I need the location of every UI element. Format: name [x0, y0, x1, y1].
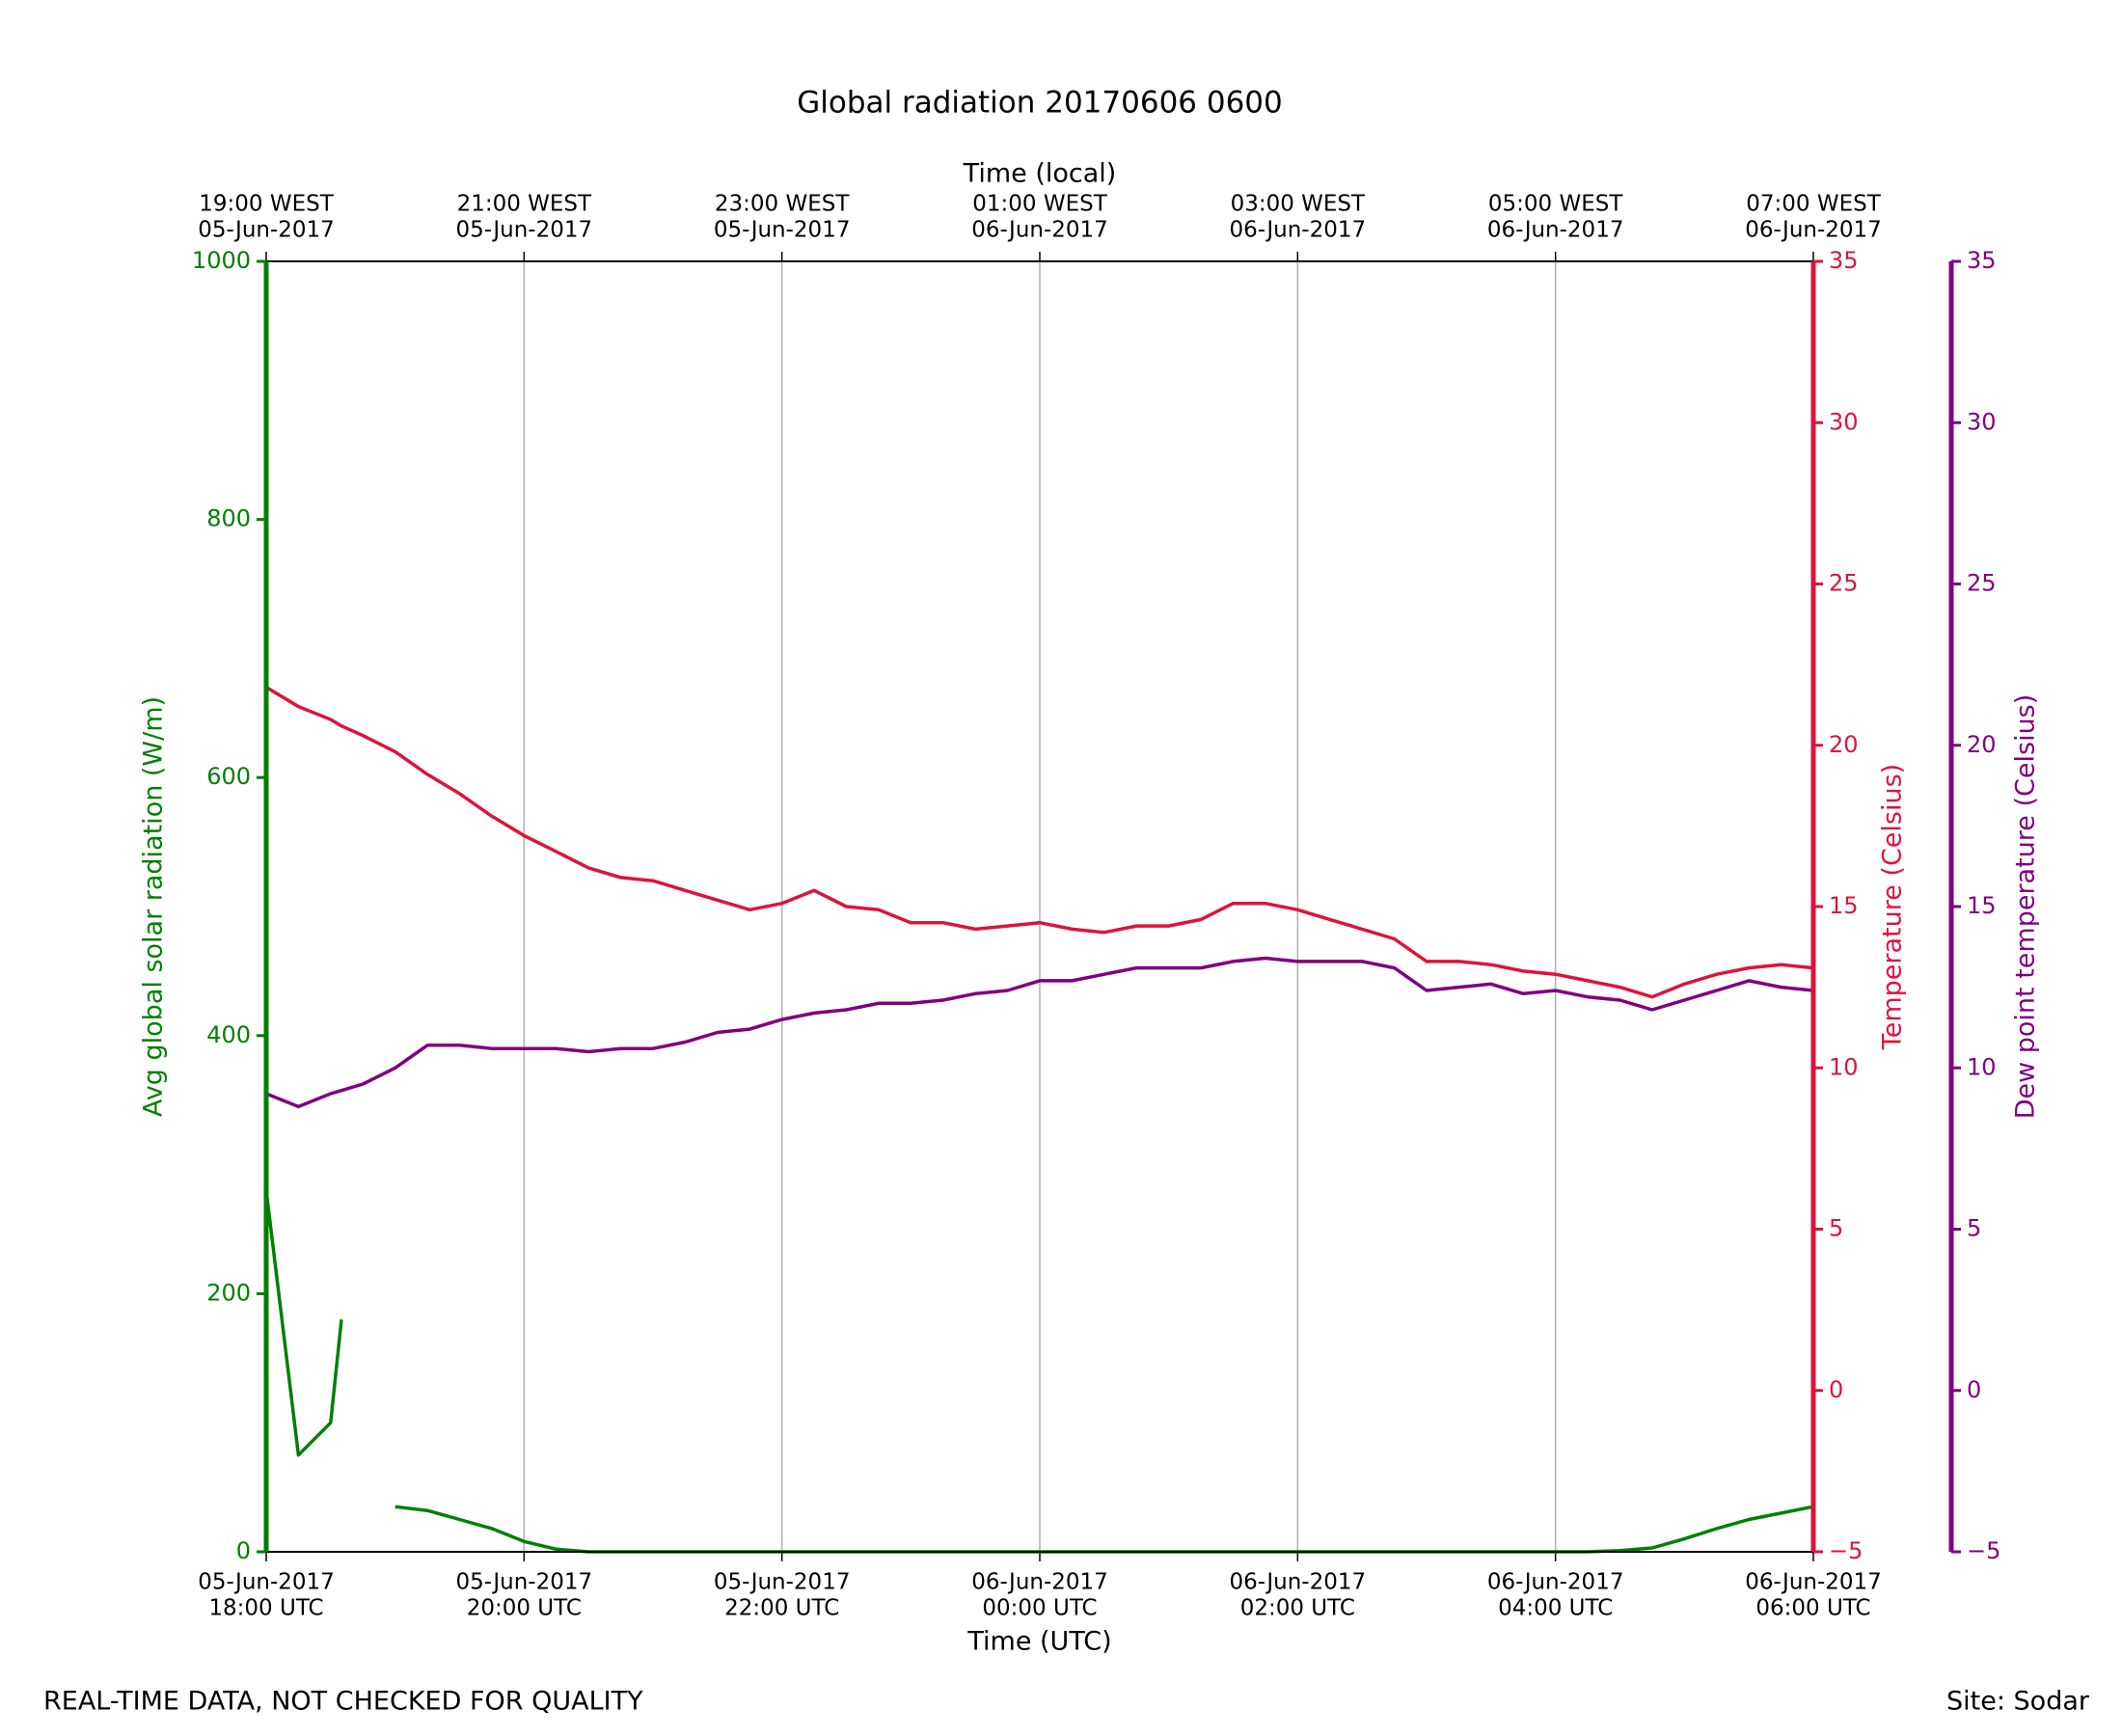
x-tick-label: 06-Jun-2017	[971, 1570, 1108, 1595]
y2-tick-label: −5	[1829, 1537, 1863, 1564]
y-tick-label: 0	[236, 1537, 251, 1564]
y-tick-label: 200	[206, 1279, 251, 1306]
footer-note: REAL-TIME DATA, NOT CHECKED FOR QUALITY	[43, 1687, 643, 1717]
y2-tick-label: 10	[1829, 1053, 1859, 1080]
y3-tick-label: −5	[1967, 1537, 2000, 1564]
y2-axis-label: Temperature (Celsius)	[1878, 764, 1908, 1050]
y-tick-label: 400	[206, 1021, 251, 1048]
x2-tick-label: 07:00 WEST	[1746, 192, 1881, 217]
y3-tick-label: 0	[1967, 1376, 1981, 1403]
x-tick-label: 04:00 UTC	[1498, 1596, 1613, 1621]
x2-tick-label: 19:00 WEST	[199, 192, 334, 217]
x-tick-label: 06-Jun-2017	[1745, 1570, 1882, 1595]
y3-tick-label: 5	[1967, 1215, 1981, 1242]
x2-tick-label: 05:00 WEST	[1488, 192, 1623, 217]
x-tick-label: 05-Jun-2017	[456, 1570, 593, 1595]
x2-tick-label: 06-Jun-2017	[1230, 218, 1367, 243]
y-tick-label: 800	[206, 505, 251, 532]
x-tick-label: 02:00 UTC	[1240, 1596, 1355, 1621]
y3-tick-label: 25	[1967, 570, 1997, 597]
x-tick-label: 22:00 UTC	[724, 1596, 839, 1621]
series-line	[265, 686, 1814, 999]
y3-tick-label: 35	[1967, 247, 1997, 274]
x2-tick-label: 06-Jun-2017	[1487, 218, 1624, 243]
x-tick-label: 05-Jun-2017	[198, 1570, 335, 1595]
y2-tick-label: 0	[1829, 1376, 1843, 1403]
x2-axis-label: Time (local)	[963, 159, 1117, 189]
y3-axis-label: Dew point temperature (Celsius)	[2011, 694, 2041, 1120]
site-label: Site: Sodar	[1946, 1687, 2090, 1717]
x2-tick-label: 05-Jun-2017	[198, 218, 335, 243]
x-tick-label: 06-Jun-2017	[1487, 1570, 1624, 1595]
x2-tick-label: 06-Jun-2017	[971, 218, 1108, 243]
x2-tick-label: 06-Jun-2017	[1745, 218, 1882, 243]
y3-tick-label: 20	[1967, 731, 1997, 758]
y-tick-label: 600	[206, 763, 251, 790]
y2-tick-label: 15	[1829, 892, 1859, 919]
y-axis-label: Avg global solar radiation (W/m)	[139, 696, 169, 1117]
y2-tick-label: 20	[1829, 731, 1859, 758]
y3-tick-label: 10	[1967, 1053, 1997, 1080]
y-tick-label: 1000	[192, 247, 251, 274]
x2-tick-label: 05-Jun-2017	[456, 218, 593, 243]
x-tick-label: 20:00 UTC	[467, 1596, 582, 1621]
x-tick-label: 00:00 UTC	[982, 1596, 1097, 1621]
x2-tick-label: 21:00 WEST	[457, 192, 592, 217]
y2-tick-label: 5	[1829, 1215, 1843, 1242]
y2-tick-label: 25	[1829, 570, 1859, 597]
x-tick-label: 05-Jun-2017	[714, 1570, 851, 1595]
y3-tick-label: 30	[1967, 408, 1997, 435]
chart-title: Global radiation 20170606 0600	[797, 86, 1283, 121]
x2-tick-label: 23:00 WEST	[715, 192, 850, 217]
y3-tick-label: 15	[1967, 892, 1997, 919]
x-tick-label: 18:00 UTC	[208, 1596, 323, 1621]
x-axis-label: Time (UTC)	[966, 1627, 1111, 1657]
x2-tick-label: 01:00 WEST	[972, 192, 1107, 217]
x-tick-label: 06:00 UTC	[1755, 1596, 1870, 1621]
x2-tick-label: 05-Jun-2017	[714, 218, 851, 243]
y2-tick-label: 30	[1829, 408, 1859, 435]
x-tick-label: 06-Jun-2017	[1230, 1570, 1367, 1595]
x2-tick-label: 03:00 WEST	[1231, 192, 1366, 217]
y2-tick-label: 35	[1829, 247, 1859, 274]
series-line	[265, 956, 1814, 1109]
